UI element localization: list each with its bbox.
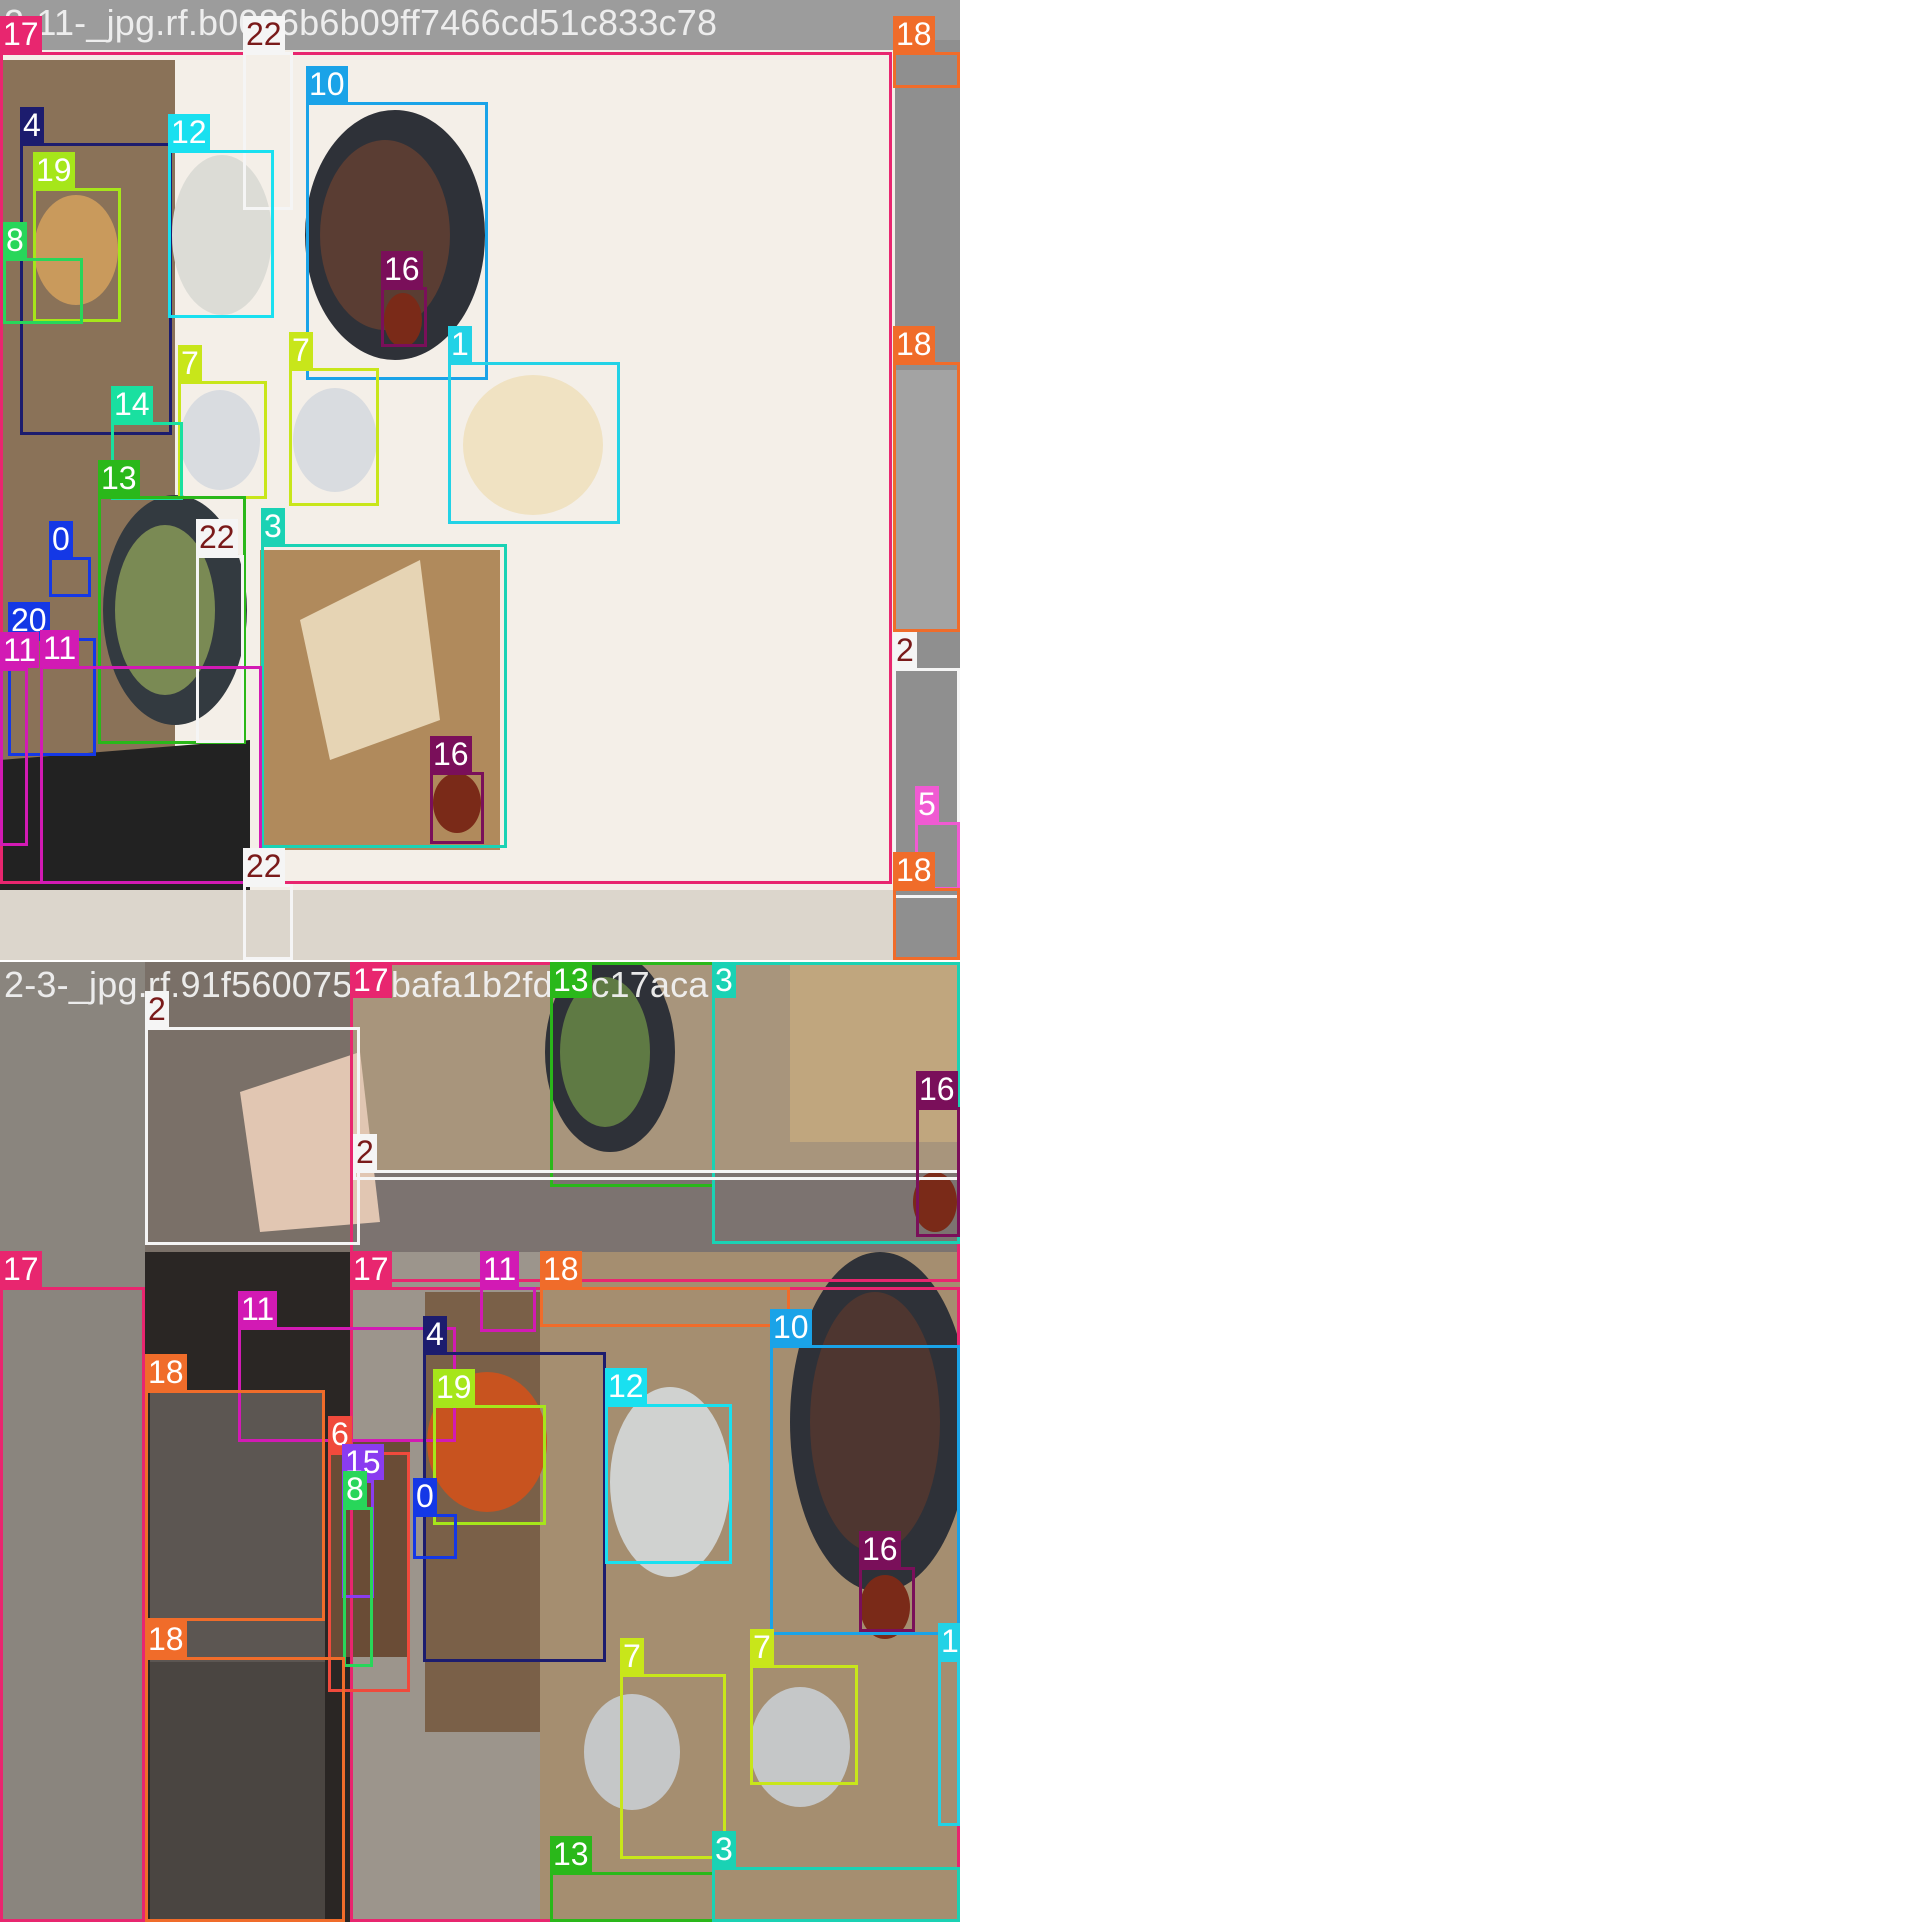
class-id-label: 10 [770,1309,812,1345]
restaurant-table-photo-1 [0,0,960,960]
class-id-label: 2 [893,632,917,668]
class-id-label: 18 [145,1354,187,1390]
bounding-box-class-2 [353,1170,960,1180]
bounding-box-class-18 [893,888,960,960]
class-id-label: 16 [381,251,423,287]
bounding-box-class-12 [168,150,274,318]
class-id-label: 4 [20,107,44,143]
class-id-label: 18 [893,852,935,888]
class-id-label: 18 [540,1251,582,1287]
bounding-box-class-11 [0,668,28,846]
bounding-box-class-16 [859,1567,915,1632]
bounding-box-class-18 [145,1390,325,1621]
bounding-box-class-17 [0,1287,145,1922]
bounding-box-class-19 [433,1405,546,1525]
class-id-label: 11 [480,1251,520,1287]
bounding-box-class-3 [712,1867,960,1922]
class-id-label: 0 [49,521,73,557]
bounding-box-class-8 [3,258,83,324]
bounding-box-class-8 [343,1507,373,1667]
class-id-label: 1 [938,1623,960,1659]
class-id-label: 6 [328,1416,352,1452]
bounding-box-class-3 [261,544,507,848]
class-id-label: 18 [893,16,935,52]
bounding-box-class-17 [0,52,892,884]
bounding-box-class-1 [938,1659,960,1826]
bounding-box-class-10 [306,102,488,380]
class-id-label: 17 [350,1251,392,1287]
class-id-label: 8 [343,1471,367,1507]
class-id-label: 17 [350,962,392,998]
class-id-label: 11 [238,1291,278,1327]
class-id-label: 1 [448,326,472,362]
bounding-box-class-12 [605,1404,732,1564]
bounding-box-class-7 [750,1665,858,1785]
bounding-box-class-7 [289,368,379,506]
bounding-box-class-11 [40,666,262,884]
class-id-label: 13 [550,962,592,998]
class-id-label: 10 [306,66,348,102]
bounding-box-class-16 [381,287,427,347]
class-id-label: 14 [111,386,153,422]
bounding-box-class-2 [145,1027,360,1245]
bounding-box-class-10 [770,1345,960,1635]
bounding-box-class-22 [243,52,293,210]
bounding-box-class-13 [550,1872,715,1922]
bounding-box-class-1 [448,362,620,524]
bounding-box-class-13 [98,496,246,744]
bounding-box-class-7 [178,381,267,499]
class-id-label: 22 [243,16,285,52]
bounding-box-class-22 [243,884,293,960]
class-id-label: 7 [178,345,202,381]
class-id-label: 22 [243,848,285,884]
class-id-label: 16 [916,1071,958,1107]
class-id-label: 18 [893,326,935,362]
bounding-box-class-0 [413,1514,457,1559]
bounding-box-class-18 [145,1657,345,1922]
class-id-label: 5 [915,786,939,822]
class-id-label: 12 [168,114,210,150]
class-id-label: 4 [423,1316,447,1352]
source-filename-caption: 2-11-_jpg.rf.b0086b6b09ff7466cd51c833c78 [4,2,718,43]
class-id-label: 22 [196,519,238,555]
class-id-label: 2 [353,1134,377,1170]
bounding-box-class-16 [916,1107,960,1237]
class-id-label: 3 [712,962,736,998]
bounding-box-class-3 [712,962,960,1244]
class-id-label: 3 [712,1831,736,1867]
class-id-label: 2 [145,991,169,1027]
class-id-label: 17 [0,1251,42,1287]
bounding-box-class-18 [893,362,960,632]
class-id-label: 7 [289,332,313,368]
class-id-label: 0 [413,1478,437,1514]
annotated-image-tile-2: 2-3-_jpg.rf.91f5600751cbafa1b2fdacc17aca… [0,962,960,1922]
class-id-label: 7 [620,1638,644,1674]
bounding-box-class-16 [430,772,484,844]
class-id-label: 16 [430,736,472,772]
bounding-box-class-7 [620,1674,726,1859]
bounding-box-class-2 [893,668,960,898]
bounding-box-class-18 [540,1287,790,1327]
class-id-label: 12 [605,1368,647,1404]
class-id-label: 17 [0,16,42,52]
class-id-label: 16 [859,1531,901,1567]
annotated-image-tile-1: 2-11-_jpg.rf.b0086b6b09ff7466cd51c833c78… [0,0,960,960]
bounding-box-class-0 [49,557,91,597]
bounding-box-class-19 [33,188,121,322]
class-id-label: 19 [433,1369,475,1405]
bounding-box-class-18 [893,52,960,88]
class-id-label: 11 [0,632,40,668]
restaurant-table-photo-2 [0,962,960,1922]
class-id-label: 11 [40,630,80,666]
class-id-label: 13 [550,1836,592,1872]
bounding-box-class-22 [196,555,244,743]
class-id-label: 3 [261,508,285,544]
class-id-label: 19 [33,152,75,188]
class-id-label: 13 [98,460,140,496]
class-id-label: 8 [3,222,27,258]
bounding-box-class-11 [480,1287,536,1332]
class-id-label: 7 [750,1629,774,1665]
class-id-label: 18 [145,1621,187,1657]
